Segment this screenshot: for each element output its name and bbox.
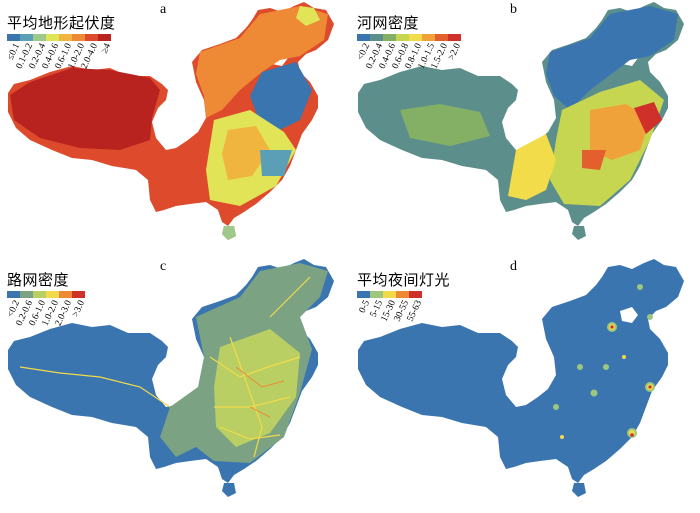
- legend-swatch: [396, 34, 409, 41]
- legend-swatch: [59, 291, 72, 298]
- legend-tick-label: ≥4: [99, 42, 114, 56]
- panel-letter: b: [510, 2, 517, 17]
- legend-ticks: 0-5 5-15 15-30 30-55 55-63: [357, 298, 450, 348]
- legend-ticks: <0.2 0.2-0.4 0.4-0.6 0.6-0.8 0.8-1.0 1.0-1.5 1…: [356, 41, 463, 91]
- legend-swatches: [357, 291, 450, 298]
- road-density-map: [0, 257, 350, 513]
- legend-swatch: [422, 34, 435, 41]
- legend-swatch: [357, 34, 370, 41]
- legend-swatch: [7, 34, 20, 41]
- legend: 平均地形起伏度 ≤0.1 0.1-0.2 0.2-0.4 0.4-0.6 0.6-1.0…: [6, 12, 116, 91]
- legend-swatch: [370, 291, 383, 298]
- legend-swatches: [7, 291, 85, 298]
- panel-c: c 路网密度 <0.2 0.2-0.6 0.6-1.0 1.0-2.0 2.0-3.0 >…: [0, 257, 350, 513]
- legend-swatch: [59, 34, 72, 41]
- legend-ticks: ≤0.1 0.1-0.2 0.2-0.4 0.4-0.6 0.6-1.0 1.0-2.0 2…: [6, 41, 116, 91]
- legend-ticks: <0.2 0.2-0.6 0.6-1.0 1.0-2.0 2.0-3.0 >3.0: [6, 298, 87, 348]
- legend-swatches: [7, 34, 116, 41]
- legend-title: 平均夜间灯光: [357, 273, 451, 289]
- legend-title: 路网密度: [7, 273, 70, 289]
- legend-swatch: [383, 34, 396, 41]
- legend-swatch: [448, 34, 461, 41]
- legend-swatch: [33, 34, 46, 41]
- legend-swatch: [72, 291, 85, 298]
- legend-swatch: [383, 291, 396, 298]
- legend-title: 平均地形起伏度: [7, 16, 116, 32]
- legend-title: 河网密度: [357, 16, 420, 32]
- legend-swatch: [7, 291, 20, 298]
- river-density-map: [350, 0, 700, 256]
- legend-swatch: [409, 34, 422, 41]
- legend-swatch: [370, 34, 383, 41]
- panel-b: b 河网密度 <0.2 0.2-0.4 0.4-0.6 0.6-0.8 0.8-1.0 1…: [350, 0, 700, 256]
- legend-swatch: [98, 34, 111, 41]
- panel-letter: d: [510, 259, 517, 274]
- legend-swatch: [33, 291, 46, 298]
- relief-map: [0, 0, 350, 240]
- panel-a: a 平均地形起伏度 ≤0.1 0.1-0.2 0.2-0.4 0.4-0.6 0.6-1…: [0, 0, 350, 256]
- panel-d: d 平均夜间灯光 0-5 5-15 15-30 30-55 55-63: [350, 257, 700, 513]
- legend-swatches: [357, 34, 461, 41]
- legend-swatch: [46, 291, 59, 298]
- legend: 河网密度 <0.2 0.2-0.4 0.4-0.6 0.6-0.8 0.8-1.0 1.0…: [356, 12, 463, 91]
- legend: 平均夜间灯光 0-5 5-15 15-30 30-55 55-63: [357, 269, 450, 348]
- legend-swatch: [85, 34, 98, 41]
- legend-swatch: [435, 34, 448, 41]
- night-light-map: [350, 257, 700, 513]
- legend-swatch: [20, 291, 33, 298]
- legend-swatch: [396, 291, 409, 298]
- panel-letter: a: [160, 2, 167, 17]
- panel-letter: c: [160, 259, 167, 274]
- legend-swatch: [46, 34, 59, 41]
- legend-swatch: [357, 291, 370, 298]
- legend-swatch: [20, 34, 33, 41]
- legend-swatch: [72, 34, 85, 41]
- legend-swatch: [409, 291, 422, 298]
- legend: 路网密度 <0.2 0.2-0.6 0.6-1.0 1.0-2.0 2.0-3.0 >3.…: [6, 269, 87, 348]
